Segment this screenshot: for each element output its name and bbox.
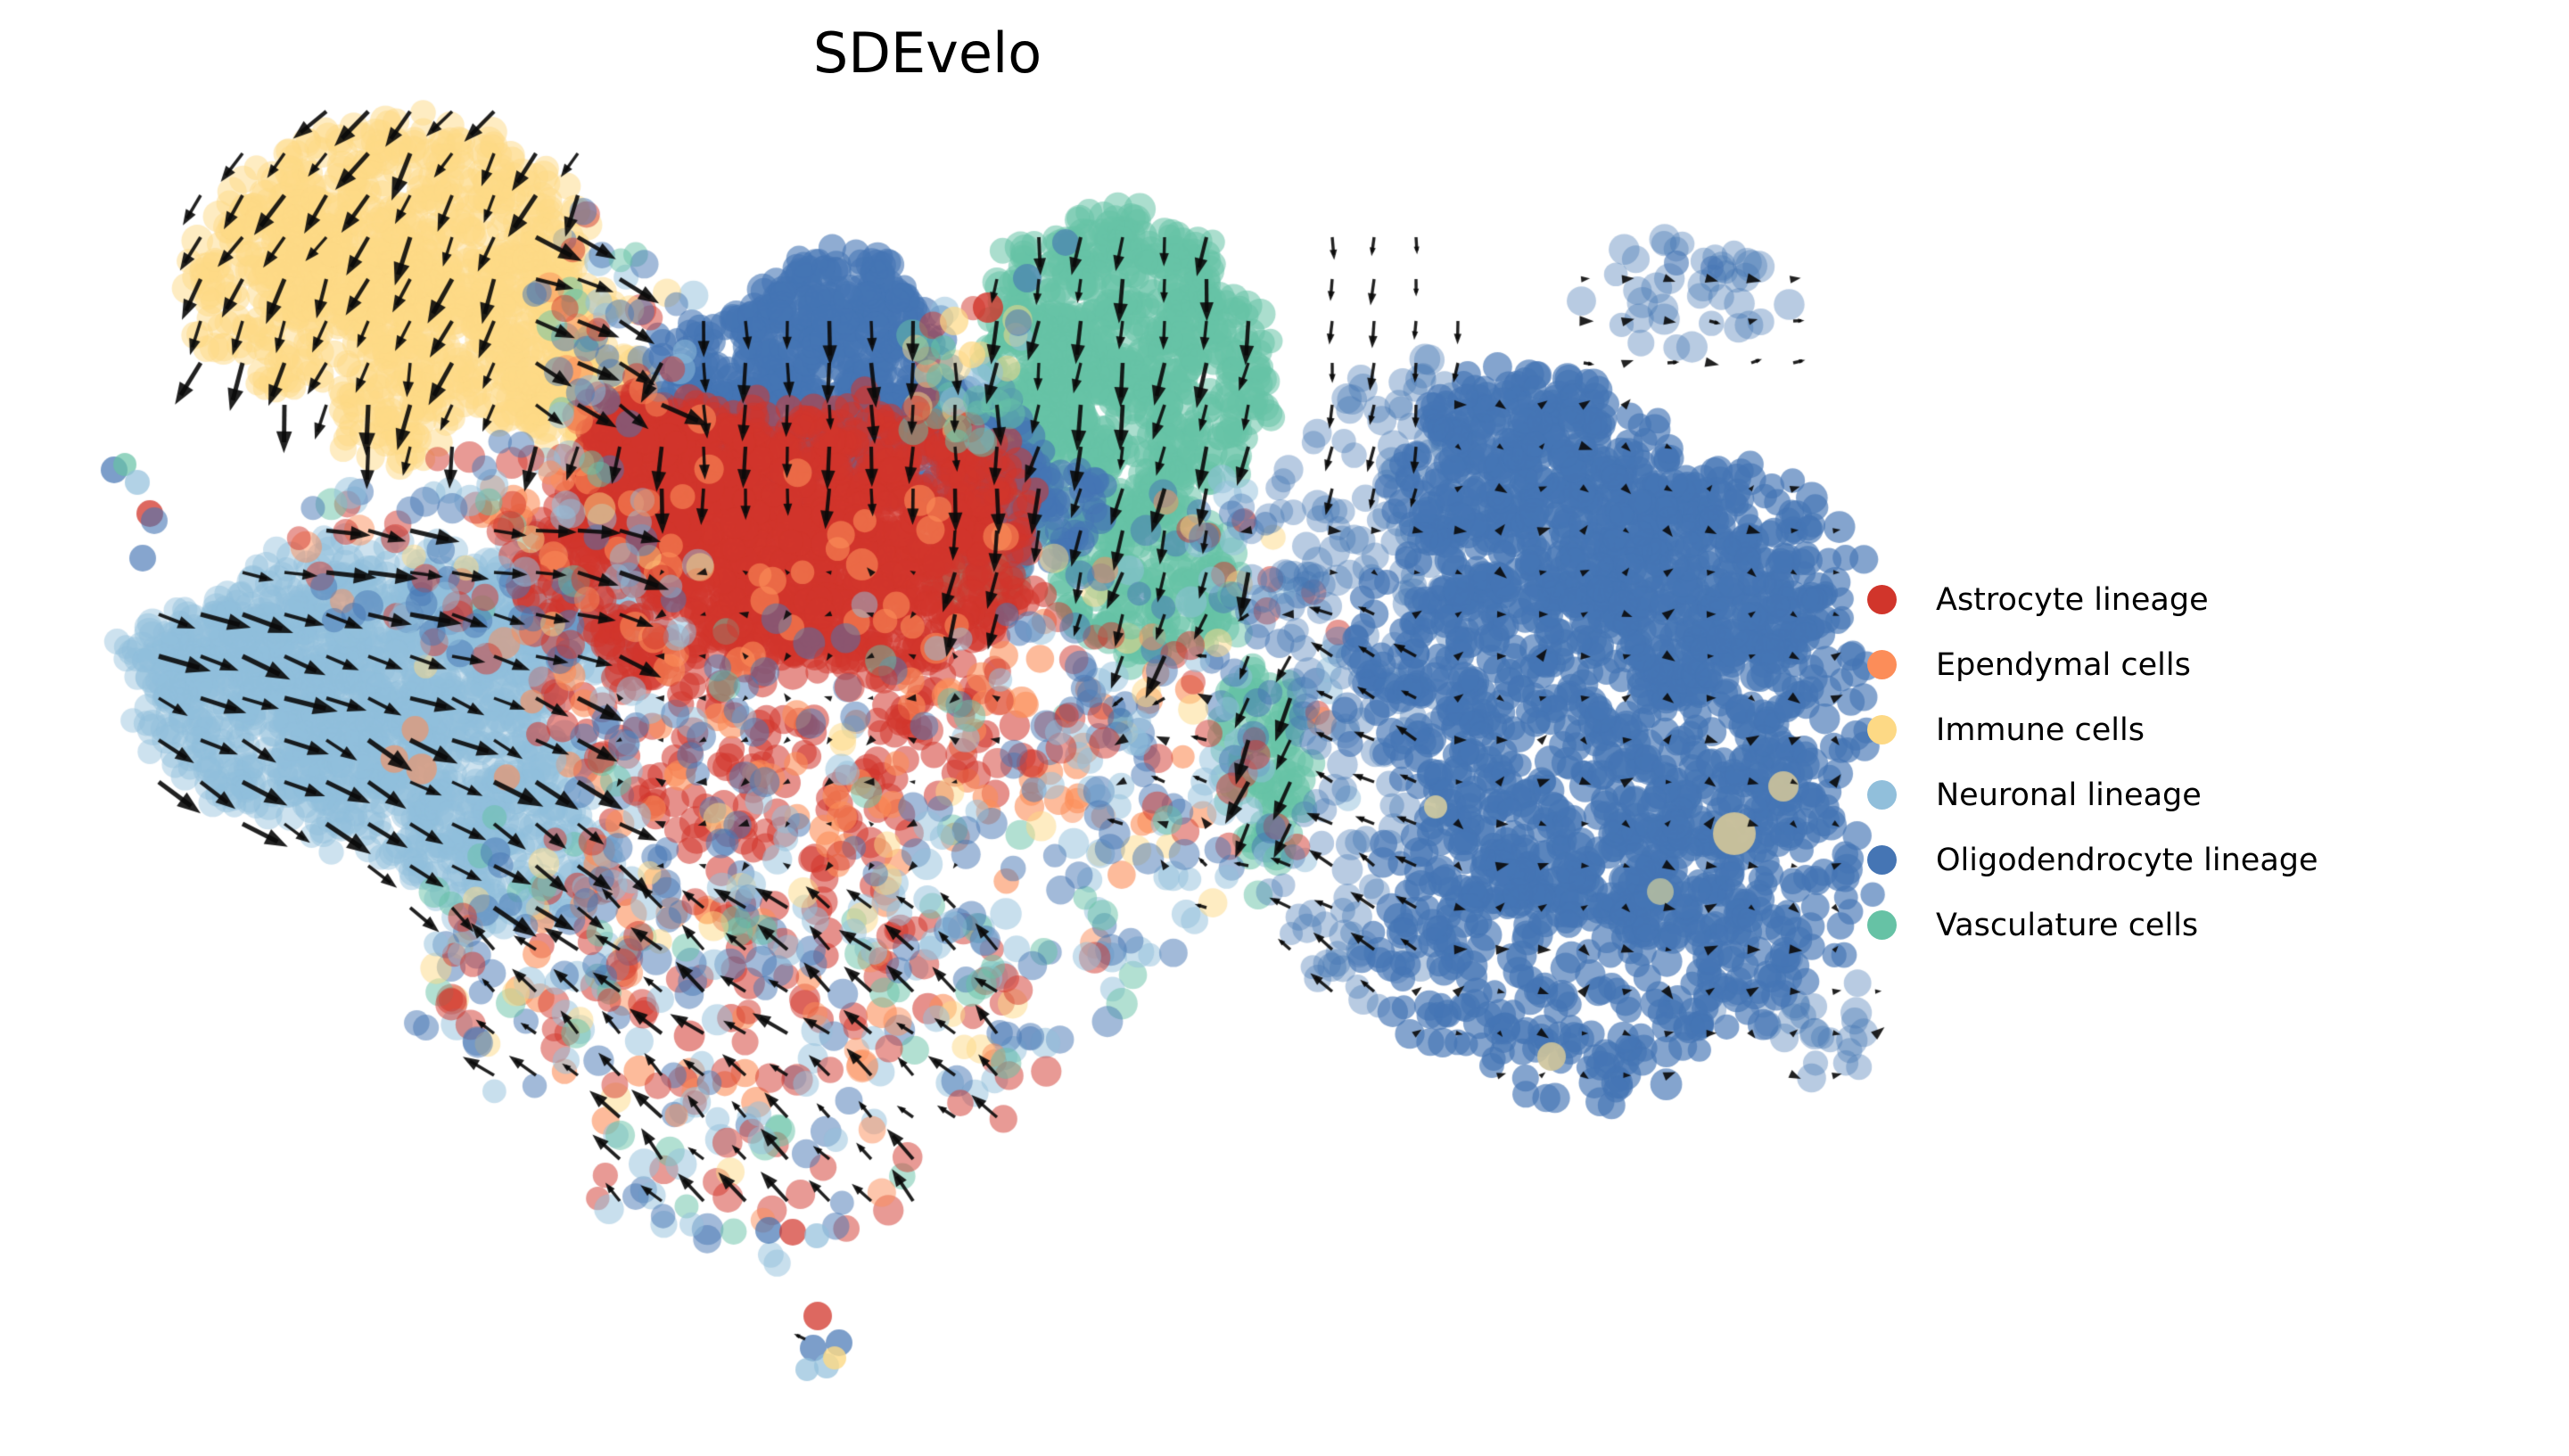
legend-item: Ependymal cells — [1867, 632, 2318, 697]
legend-marker-icon — [1867, 715, 1897, 744]
legend-marker-icon — [1867, 650, 1897, 679]
legend-item: Vasculature cells — [1867, 893, 2318, 958]
legend-marker-icon — [1867, 910, 1897, 940]
legend-item: Astrocyte lineage — [1867, 567, 2318, 632]
legend-marker-icon — [1867, 845, 1897, 875]
legend-label: Vasculature cells — [1936, 907, 2199, 943]
legend-marker-icon — [1867, 585, 1897, 614]
legend-label: Immune cells — [1936, 712, 2145, 748]
legend: Astrocyte lineage Ependymal cells Immune c… — [1867, 567, 2318, 958]
legend-item: Neuronal lineage — [1867, 762, 2318, 827]
legend-label: Neuronal lineage — [1936, 777, 2202, 813]
legend-label: Ependymal cells — [1936, 646, 2191, 683]
legend-item: Oligodendrocyte lineage — [1867, 827, 2318, 893]
legend-item: Immune cells — [1867, 697, 2318, 762]
legend-label: Oligodendrocyte lineage — [1936, 842, 2318, 878]
legend-marker-icon — [1867, 780, 1897, 810]
chart-title: SDEvelo — [812, 21, 1042, 86]
legend-label: Astrocyte lineage — [1936, 581, 2209, 618]
